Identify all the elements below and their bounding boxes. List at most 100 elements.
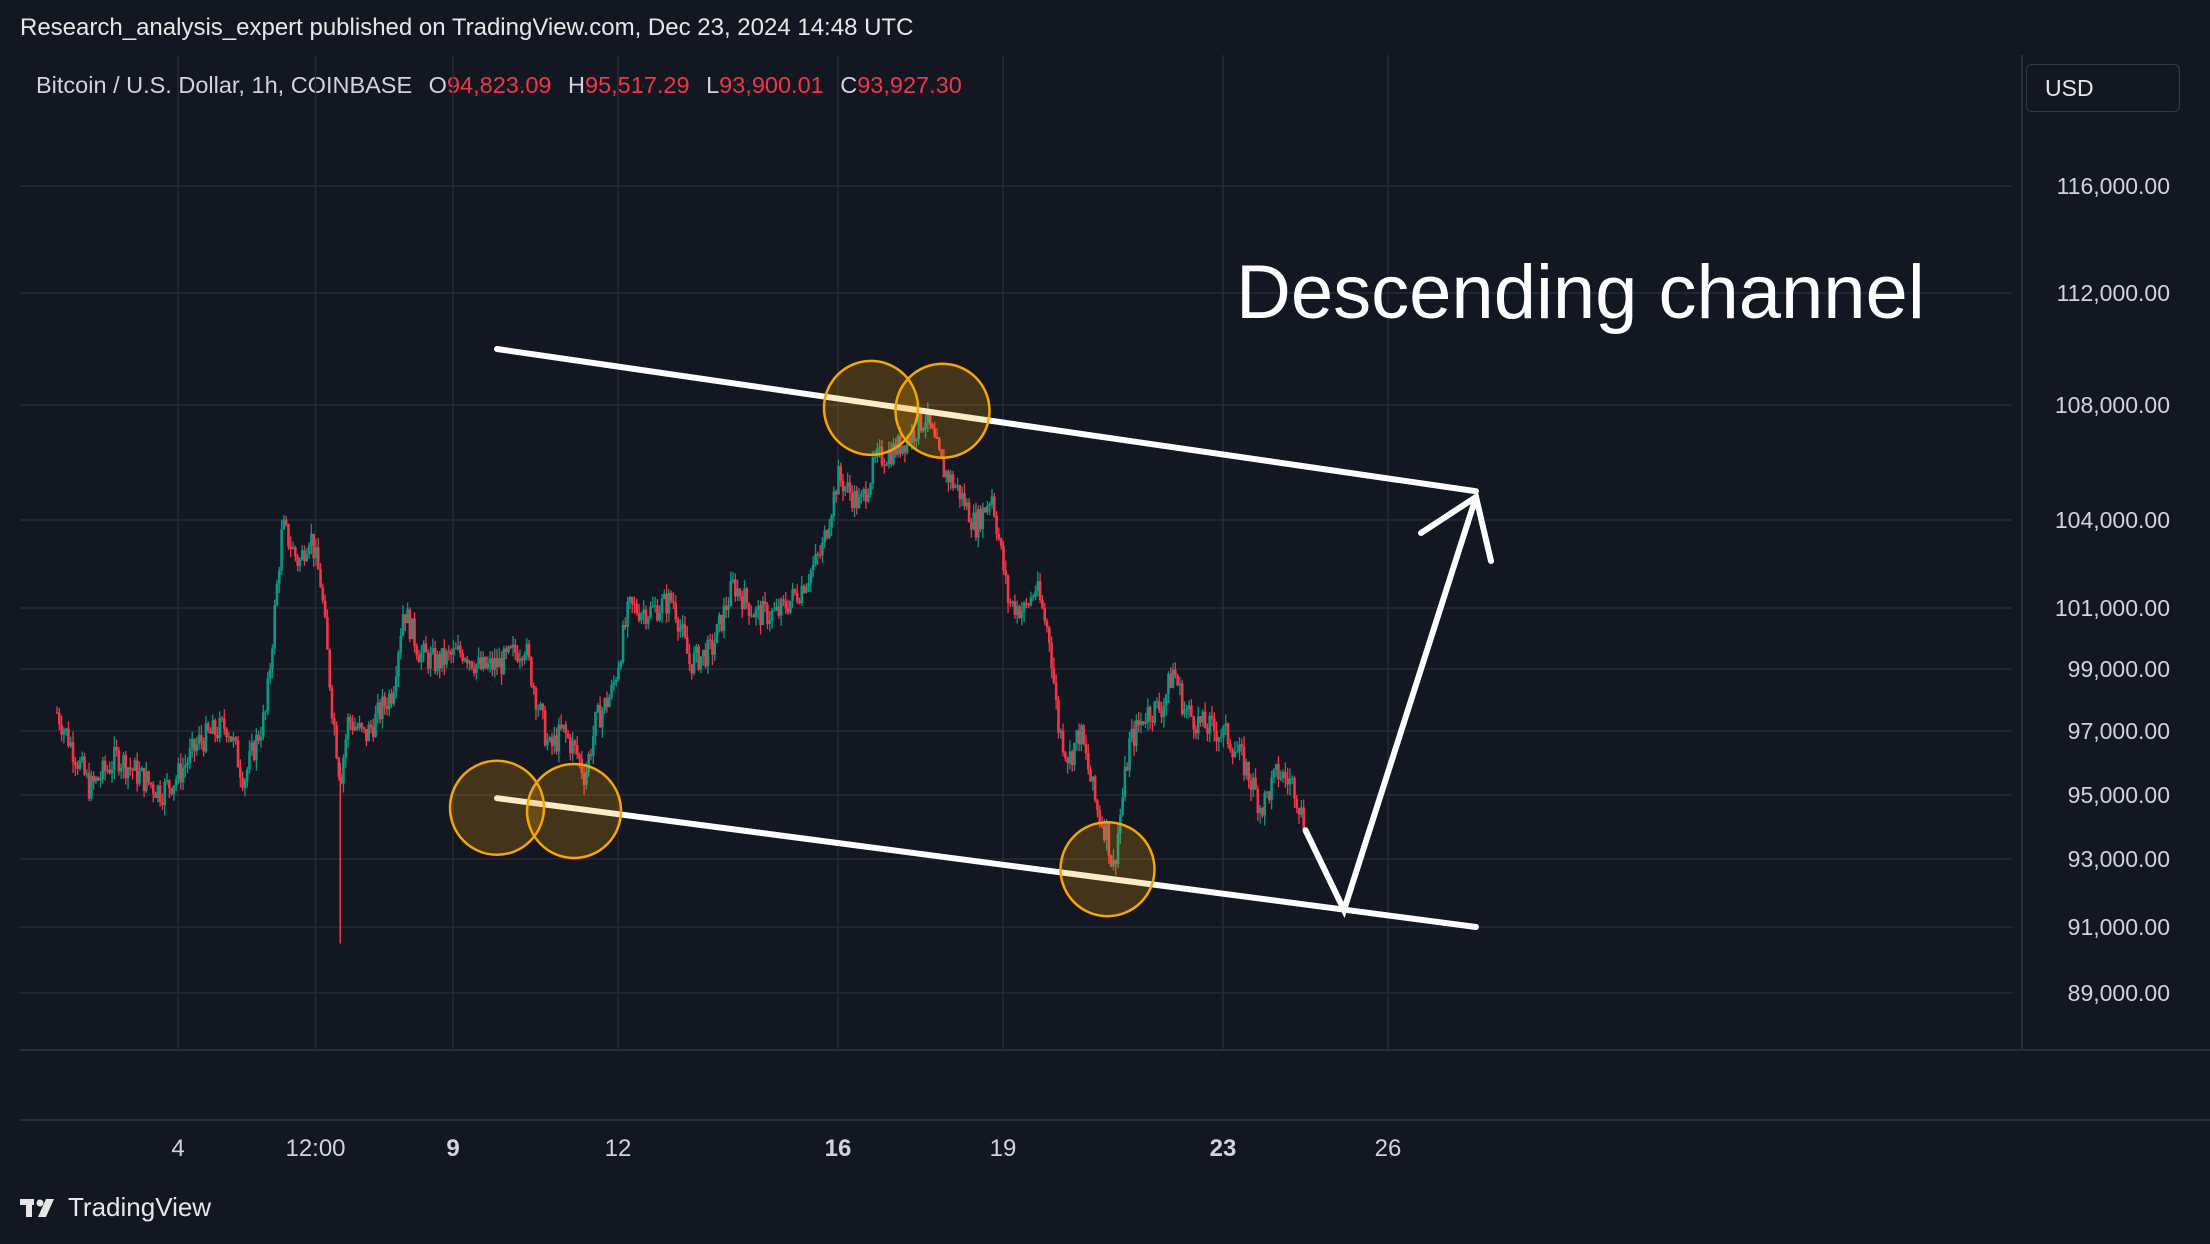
candle-body <box>1201 711 1205 723</box>
candle-body <box>956 484 959 487</box>
candle-body <box>71 742 75 763</box>
candle-body <box>1174 669 1177 676</box>
candle-body <box>442 648 446 665</box>
candle-body <box>193 738 196 752</box>
candle-body <box>436 654 439 672</box>
candle-body <box>1242 746 1246 776</box>
candle-body <box>321 587 325 601</box>
candle-body <box>683 624 687 637</box>
candle-body <box>908 438 911 444</box>
candle-body <box>816 553 820 555</box>
candle-body <box>1293 777 1296 799</box>
candle-body <box>1054 682 1058 701</box>
candle-body <box>1059 730 1063 733</box>
candle-body <box>988 504 992 507</box>
candle-body <box>525 643 529 656</box>
candle-body <box>470 661 474 669</box>
candle-body <box>1203 711 1207 729</box>
candle-body <box>954 486 957 488</box>
candle-body <box>1130 728 1134 739</box>
candle-body <box>305 554 309 562</box>
candle-body <box>477 657 480 665</box>
touch-point-circle <box>525 762 623 860</box>
candle-body <box>234 737 238 741</box>
candle-body <box>1231 750 1234 758</box>
candle-body <box>651 606 655 608</box>
candle-body <box>177 763 180 780</box>
candle-body <box>970 522 973 530</box>
candle-body <box>960 493 964 500</box>
candle-body <box>342 757 345 784</box>
candle-body <box>509 646 513 648</box>
candle-body <box>1286 778 1289 785</box>
candle-body <box>197 734 201 745</box>
candle-body <box>894 443 898 455</box>
candle-body <box>1288 778 1292 785</box>
candle-body <box>1036 581 1040 592</box>
candle-body <box>468 661 471 664</box>
candle-body <box>64 728 68 731</box>
candle-body <box>1148 707 1152 721</box>
candle-body <box>1254 777 1257 790</box>
y-tick-label: 104,000.00 <box>2055 507 2170 533</box>
candle-body <box>1093 776 1097 801</box>
candle-body <box>967 502 971 523</box>
candle-body <box>798 601 801 604</box>
candle-body <box>1061 730 1065 753</box>
candle-body <box>156 785 160 798</box>
candle-body <box>834 491 838 495</box>
candle-body <box>1162 705 1166 718</box>
candle-body <box>1009 602 1012 604</box>
candle-body <box>1013 601 1017 615</box>
candle-body <box>126 767 130 778</box>
candle-body <box>394 676 398 692</box>
candle-body <box>289 546 293 549</box>
candle-body <box>259 737 263 741</box>
y-tick-label: 95,000.00 <box>2068 782 2170 808</box>
candle-body <box>1267 791 1271 801</box>
candle-body <box>1031 596 1035 598</box>
candle-body <box>752 615 755 618</box>
candle-body <box>287 524 290 547</box>
y-tick-label: 108,000.00 <box>2055 392 2170 418</box>
candle-body <box>330 687 334 719</box>
candle-body <box>871 457 875 484</box>
candle-body <box>404 614 407 624</box>
candle-body <box>62 730 66 735</box>
candle-body <box>204 723 208 752</box>
candle-body <box>346 717 350 740</box>
candle-body <box>300 550 304 560</box>
y-tick-label: 97,000.00 <box>2068 718 2170 744</box>
candle-body <box>332 718 336 726</box>
low-label: L <box>706 72 720 98</box>
candle-body <box>548 737 552 741</box>
candle-body <box>351 721 354 731</box>
candle-body <box>138 771 141 784</box>
candle-body <box>250 742 254 752</box>
candle-body <box>685 636 689 654</box>
candle-body <box>610 684 613 698</box>
candle-body <box>862 489 865 494</box>
candle-body <box>979 509 982 530</box>
candle-body <box>1135 720 1138 746</box>
x-tick-label: 16 <box>825 1135 852 1162</box>
currency-selector[interactable]: USD <box>2026 64 2180 112</box>
candle-body <box>518 658 522 662</box>
candle-body <box>243 780 247 789</box>
candle-body <box>360 723 364 728</box>
candle-body <box>1155 701 1159 703</box>
close-label: C <box>840 72 858 98</box>
candle-body <box>268 668 272 679</box>
candle-body <box>520 658 524 661</box>
candle-body <box>216 734 219 739</box>
candle-body <box>117 750 121 772</box>
candle-body <box>1015 606 1019 615</box>
candle-body <box>186 762 189 766</box>
x-tick-label: 26 <box>1375 1135 1402 1162</box>
candle-body <box>811 564 815 571</box>
candle-body <box>410 618 414 640</box>
symbol-legend: Bitcoin / U.S. Dollar, 1h, COINBASE O94,… <box>36 72 962 99</box>
candle-body <box>1029 597 1033 606</box>
close-value: 93,927.30 <box>857 72 962 98</box>
